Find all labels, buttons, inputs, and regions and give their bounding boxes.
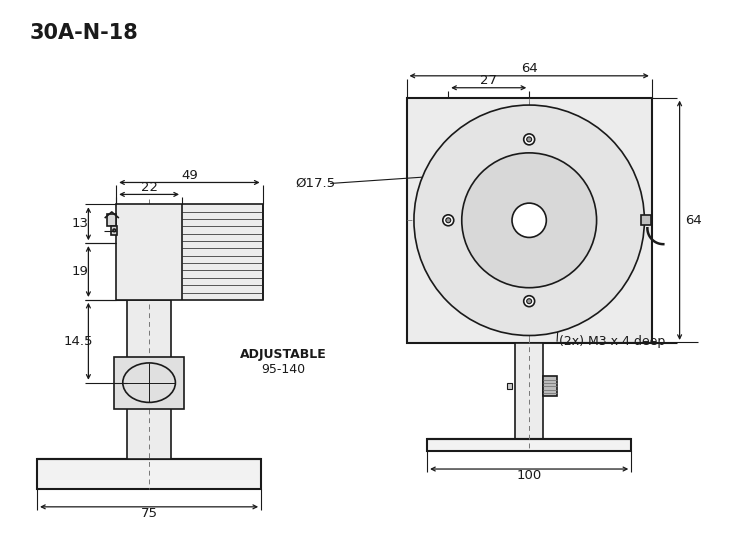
Text: ADJUSTABLE: ADJUSTABLE (240, 348, 327, 361)
Text: 75: 75 (141, 507, 158, 520)
Text: 95-140: 95-140 (261, 363, 305, 376)
Circle shape (512, 203, 546, 237)
Text: (2x) M3 x 4 deep: (2x) M3 x 4 deep (559, 335, 665, 348)
Bar (128, 300, 171, 459)
Bar (115, 357, 184, 409)
Bar (427, 439, 631, 451)
Circle shape (526, 299, 531, 304)
Text: 64: 64 (685, 214, 702, 227)
Circle shape (523, 134, 534, 145)
Text: 27: 27 (480, 74, 497, 87)
Bar (543, 376, 557, 396)
Text: 64: 64 (520, 62, 537, 75)
Circle shape (462, 153, 596, 288)
Bar (116, 205, 263, 300)
Bar (407, 98, 652, 343)
Bar (107, 214, 116, 226)
Circle shape (113, 229, 115, 232)
Text: 30A-N-18: 30A-N-18 (30, 23, 139, 43)
Text: 22: 22 (141, 181, 158, 194)
Bar (507, 383, 512, 389)
Text: 14.5: 14.5 (64, 335, 93, 348)
Circle shape (523, 296, 534, 307)
Circle shape (443, 215, 454, 226)
Circle shape (526, 137, 531, 142)
Text: 100: 100 (517, 469, 542, 483)
Circle shape (414, 105, 645, 336)
Bar (37, 459, 261, 489)
Bar (642, 215, 651, 225)
Bar (515, 343, 543, 439)
Text: 49: 49 (181, 169, 198, 182)
Text: Ø17.5: Ø17.5 (296, 177, 336, 190)
Bar (111, 226, 118, 235)
Text: 19: 19 (72, 265, 89, 278)
Circle shape (446, 218, 450, 223)
Text: 13: 13 (72, 217, 89, 230)
